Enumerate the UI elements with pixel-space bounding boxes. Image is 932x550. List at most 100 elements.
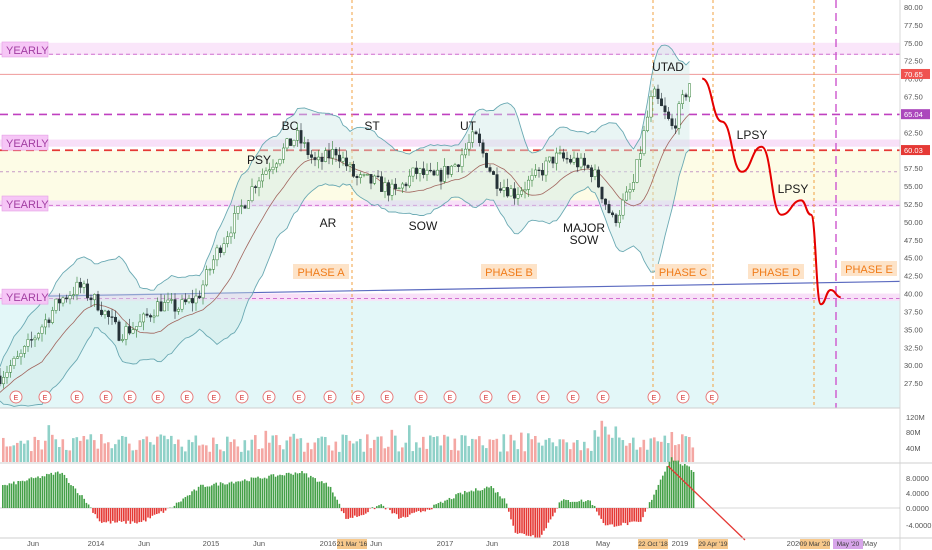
volume-bar (495, 438, 499, 462)
event-marker (99, 390, 113, 404)
oscillator-bar (565, 499, 567, 508)
candle-body (149, 315, 152, 318)
candle-body (275, 163, 278, 168)
oscillator-bar (345, 508, 347, 519)
volume-bar (618, 437, 621, 462)
volume-bar (408, 425, 411, 462)
candle-body (376, 175, 380, 178)
oscillator-bar (259, 478, 261, 508)
volume-bar (47, 425, 51, 462)
oscillator-bar (378, 505, 380, 508)
highlighted-date-bg (833, 539, 863, 549)
volume-bar (65, 449, 68, 462)
x-tick-label: 2019 (672, 539, 689, 548)
candle-body (355, 176, 359, 178)
candle-body (299, 130, 303, 144)
oscillator-bar (43, 476, 46, 508)
candle-body (296, 130, 299, 141)
y-tick-label: 67.50 (904, 93, 923, 102)
oscillator-bar (52, 474, 55, 508)
price-axis-bg (900, 0, 932, 550)
bollinger-band-fill (0, 45, 690, 407)
candle-body (317, 156, 320, 161)
volume-bar (404, 442, 408, 462)
volume-bar (282, 449, 285, 462)
candle-body (457, 164, 460, 167)
candle-body (611, 212, 614, 216)
candle-body (544, 160, 548, 176)
oscillator-bar (162, 508, 165, 513)
candle-body (163, 302, 166, 312)
oscillator-bar (325, 482, 327, 508)
volume-bar (338, 451, 341, 462)
volume-bar (117, 439, 121, 462)
volume-bar (443, 434, 446, 462)
oscillator-bar (684, 464, 686, 508)
oscillator-bar (301, 471, 303, 508)
oscillator-bar (316, 481, 319, 508)
oscillator-bar (173, 505, 176, 508)
volume-bar (331, 450, 334, 462)
oscillator-bar (277, 475, 279, 508)
oscillator-bar (340, 508, 343, 512)
candle-body (9, 365, 12, 373)
candle-body (135, 326, 138, 330)
annotation-label: AR (320, 216, 337, 230)
candle-body (667, 111, 670, 119)
oscillator-bar (558, 502, 561, 508)
candle-body (527, 179, 530, 190)
oscillator-bar (446, 499, 448, 508)
volume-bar (600, 420, 604, 462)
event-marker-label: E (297, 395, 302, 402)
highlighted-date-label: 22 Oct '18 (638, 541, 668, 548)
volume-bar (257, 449, 261, 462)
oscillator-bar (178, 502, 180, 508)
candle-body (341, 157, 345, 162)
oscillator-bar (681, 465, 684, 508)
oscillator-bar (538, 508, 541, 539)
candle-body (285, 138, 289, 149)
volume-bar (205, 445, 208, 462)
oscillator-bar (662, 475, 664, 508)
candle-body (198, 295, 201, 299)
candle-body (439, 169, 443, 182)
candle-body (33, 337, 37, 341)
candle-body (128, 326, 131, 334)
candle-body (156, 301, 159, 317)
candle-body (47, 319, 51, 323)
oscillator-bar (279, 474, 281, 508)
y-tick-label: 30.00 (904, 361, 923, 370)
oscillator-bar (512, 508, 514, 526)
oscillator-bar (200, 484, 202, 508)
volume-bar (432, 436, 436, 462)
volume-bar (334, 441, 338, 462)
oscillator-bar (567, 500, 569, 508)
volume-bar (159, 434, 163, 462)
highlighted-date-label: 21 Mar '16 (337, 541, 368, 548)
volume-bar (380, 436, 383, 462)
candle-body (579, 157, 583, 168)
event-marker (323, 390, 337, 404)
oscillator-bar (290, 473, 292, 508)
oscillator-bar (10, 483, 13, 508)
oscillator-bar (186, 495, 189, 508)
volume-bar (23, 443, 26, 462)
oscillator-bar (107, 508, 110, 522)
oscillator-bar (50, 472, 52, 508)
volume-bar (128, 443, 131, 462)
oscillator-bar (151, 508, 154, 516)
candle-body (663, 105, 667, 113)
candle-body (394, 183, 397, 190)
oscillator-bar (2, 485, 4, 508)
candle-body (537, 169, 541, 172)
event-marker (536, 390, 550, 404)
candle-body (26, 339, 30, 347)
oscillator-bar (246, 480, 248, 508)
bollinger-lower (0, 149, 690, 407)
volume-bar (54, 439, 58, 462)
candle-body (614, 214, 618, 224)
annotation-label: PSY (247, 153, 271, 167)
oscillator-bar (541, 508, 543, 535)
volume-bar (555, 446, 558, 462)
